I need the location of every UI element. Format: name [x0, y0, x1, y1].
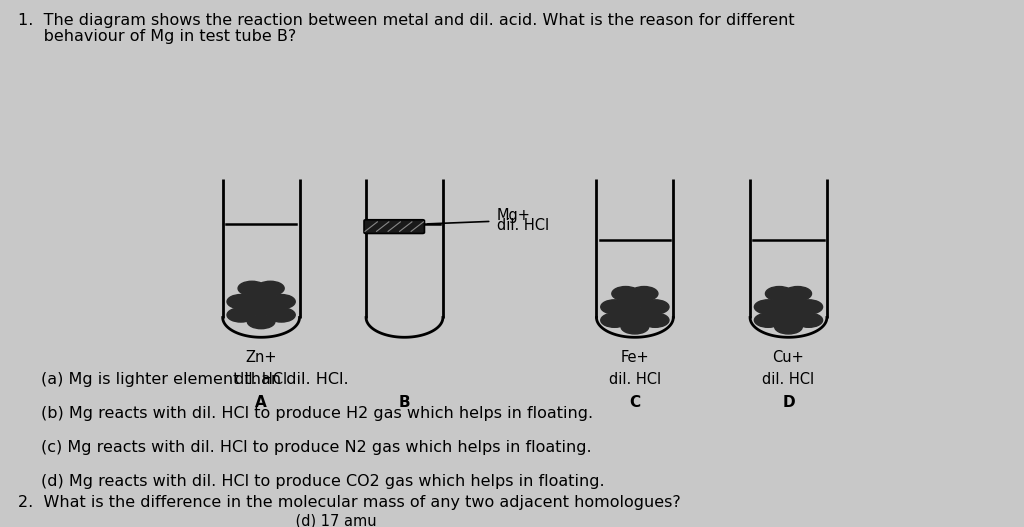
- Circle shape: [248, 301, 274, 315]
- Text: (d) 17 amu: (d) 17 amu: [18, 514, 377, 527]
- Circle shape: [641, 313, 669, 327]
- Text: dil. HCl: dil. HCl: [236, 372, 287, 386]
- Circle shape: [621, 293, 649, 307]
- Text: behaviour of Mg in test tube B?: behaviour of Mg in test tube B?: [18, 29, 297, 44]
- Circle shape: [775, 293, 803, 307]
- Circle shape: [267, 308, 295, 322]
- Circle shape: [256, 281, 285, 296]
- Text: C: C: [630, 395, 640, 410]
- Text: dil. HCl: dil. HCl: [763, 372, 814, 386]
- Circle shape: [784, 287, 811, 301]
- Circle shape: [641, 300, 669, 314]
- Circle shape: [775, 320, 803, 334]
- Text: D: D: [782, 395, 795, 410]
- Circle shape: [227, 295, 255, 309]
- Text: dil. HCl: dil. HCl: [609, 372, 660, 386]
- Circle shape: [621, 320, 649, 334]
- Circle shape: [766, 287, 793, 301]
- Circle shape: [227, 308, 255, 322]
- Circle shape: [612, 287, 639, 301]
- Circle shape: [795, 313, 822, 327]
- Text: A: A: [255, 395, 267, 410]
- Text: (a) Mg is lighter element than dil. HCl.: (a) Mg is lighter element than dil. HCl.: [41, 372, 348, 386]
- Text: 1.  The diagram shows the reaction between metal and dil. acid. What is the reas: 1. The diagram shows the reaction betwee…: [18, 13, 795, 28]
- Text: Zn+: Zn+: [246, 350, 276, 365]
- Circle shape: [238, 281, 266, 296]
- Circle shape: [621, 307, 649, 320]
- Text: dil. HCl: dil. HCl: [497, 218, 549, 233]
- Text: Fe+: Fe+: [621, 350, 649, 365]
- Circle shape: [267, 295, 295, 309]
- Circle shape: [248, 288, 274, 302]
- Circle shape: [755, 300, 782, 314]
- Circle shape: [795, 300, 822, 314]
- Text: B: B: [398, 395, 411, 410]
- Circle shape: [631, 287, 657, 301]
- Circle shape: [601, 313, 629, 327]
- Text: (c) Mg reacts with dil. HCl to produce N2 gas which helps in floating.: (c) Mg reacts with dil. HCl to produce N…: [41, 440, 592, 455]
- Circle shape: [755, 313, 782, 327]
- Text: 2.  What is the difference in the molecular mass of any two adjacent homologues?: 2. What is the difference in the molecul…: [18, 495, 681, 510]
- Circle shape: [775, 307, 803, 320]
- Circle shape: [601, 300, 629, 314]
- Text: (d) Mg reacts with dil. HCl to produce CO2 gas which helps in floating.: (d) Mg reacts with dil. HCl to produce C…: [41, 474, 604, 489]
- Text: (b) Mg reacts with dil. HCl to produce H2 gas which helps in floating.: (b) Mg reacts with dil. HCl to produce H…: [41, 406, 593, 421]
- Circle shape: [248, 315, 274, 329]
- Text: Mg+: Mg+: [497, 208, 530, 222]
- FancyBboxPatch shape: [365, 220, 424, 233]
- Text: Cu+: Cu+: [772, 350, 805, 365]
